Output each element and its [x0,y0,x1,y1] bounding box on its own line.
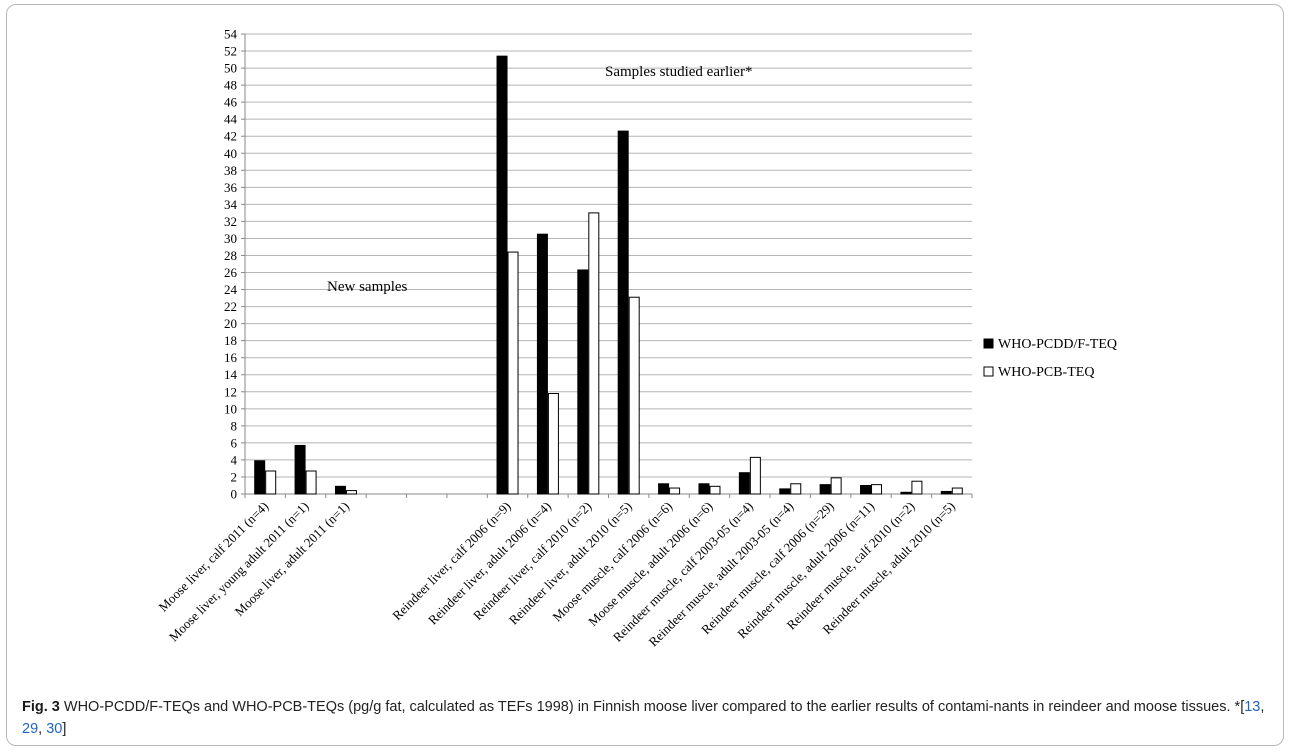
bar-pcb [507,251,519,495]
y-tick-label: 52 [224,44,237,59]
y-tick-label: 54 [224,27,238,42]
bar-pcdd [940,490,952,495]
bar-pcb [709,485,721,495]
bar-pcb [628,296,640,495]
legend-swatch-pcb [983,366,994,377]
y-tick-label: 4 [231,452,238,467]
bar-pcb [790,483,802,495]
annotation-new-samples: New samples [327,279,408,295]
bar-pcb [345,490,357,495]
bar-pcdd [900,491,912,495]
bar-pcb [830,477,842,495]
figure-frame [6,4,1284,746]
bars [254,55,963,495]
bar-pcdd [496,55,508,495]
legend-swatch-pcdd [983,338,994,349]
y-tick-label: 10 [224,401,237,416]
bar-pcdd [738,472,750,495]
annotation-samples-studied-earlier: Samples studied earlier* [605,64,752,80]
y-tick-label: 44 [224,112,238,127]
bar-pcdd [698,483,710,495]
bar-chart: 0246810121416182022242628303234363840424… [155,27,1117,650]
y-tick-label: 48 [224,78,237,93]
bar-pcb [951,487,963,495]
legend-label-pcdd: WHO-PCDD/F-TEQ [998,337,1117,352]
reference-link[interactable]: 13 [1244,699,1261,715]
bar-pcdd [779,488,791,495]
y-tick-label: 2 [231,469,238,484]
y-tick-label: 16 [224,350,238,365]
bar-pcdd [819,484,831,495]
y-tick-label: 40 [224,146,237,161]
bar-pcb [749,456,761,495]
reference-link[interactable]: 29 [22,721,39,737]
y-tick-label: 34 [224,197,238,212]
bar-pcdd [577,269,589,495]
bar-pcdd [536,233,548,495]
bar-pcb [911,480,923,495]
y-tick-label: 22 [224,299,237,314]
bar-pcdd [860,484,872,495]
y-tick-label: 6 [231,435,238,450]
caption-text: WHO-PCDD/F-TEQs and WHO-PCB-TEQs (pg/g f… [59,699,1241,715]
grid-lines [244,33,973,498]
bar-pcdd [658,483,670,495]
y-tick-label: 12 [224,384,237,399]
y-tick-label: 28 [224,248,237,263]
caption-ref-prefix: [ [1240,699,1245,715]
bar-pcb [547,392,559,495]
legend: WHO-PCDD/F-TEQ WHO-PCB-TEQ [983,337,1117,380]
x-category-label: Reindeer muscle, adult 2003-05 (n=4) [646,499,797,650]
y-axis-ticks: 0246810121416182022242628303234363840424… [224,27,245,502]
y-tick-label: 18 [224,333,237,348]
y-tick-label: 30 [224,231,237,246]
caption-figure-label: Fig. 3 [22,699,60,715]
y-tick-label: 14 [224,367,238,382]
bar-pcb [871,484,883,495]
y-tick-label: 8 [231,418,238,433]
reference-link[interactable]: 30 [46,721,63,737]
caption-ref-suffix: ] [62,721,67,737]
y-tick-label: 38 [224,163,237,178]
bar-pcdd [617,130,629,495]
y-tick-label: 32 [224,214,237,229]
x-axis-labels: Moose liver, calf 2011 (n=4)Moose liver,… [155,499,958,650]
bar-pcb [265,470,277,495]
y-tick-label: 42 [224,129,237,144]
y-tick-label: 26 [224,265,238,280]
figure-caption: Fig. 3 WHO-PCDD/F-TEQs and WHO-PCB-TEQs … [22,699,1265,737]
y-tick-label: 24 [224,282,238,297]
bar-pcdd [294,444,306,495]
y-tick-label: 46 [224,95,238,110]
y-tick-label: 50 [224,61,237,76]
y-tick-label: 20 [224,316,237,331]
bar-pcdd [254,460,266,495]
bar-pcb [669,487,681,495]
legend-label-pcb: WHO-PCB-TEQ [998,365,1094,380]
bar-pcb [588,212,600,495]
bar-pcb [305,470,317,495]
y-tick-label: 36 [224,180,238,195]
bar-pcdd [334,485,346,495]
y-tick-label: 0 [231,487,238,502]
